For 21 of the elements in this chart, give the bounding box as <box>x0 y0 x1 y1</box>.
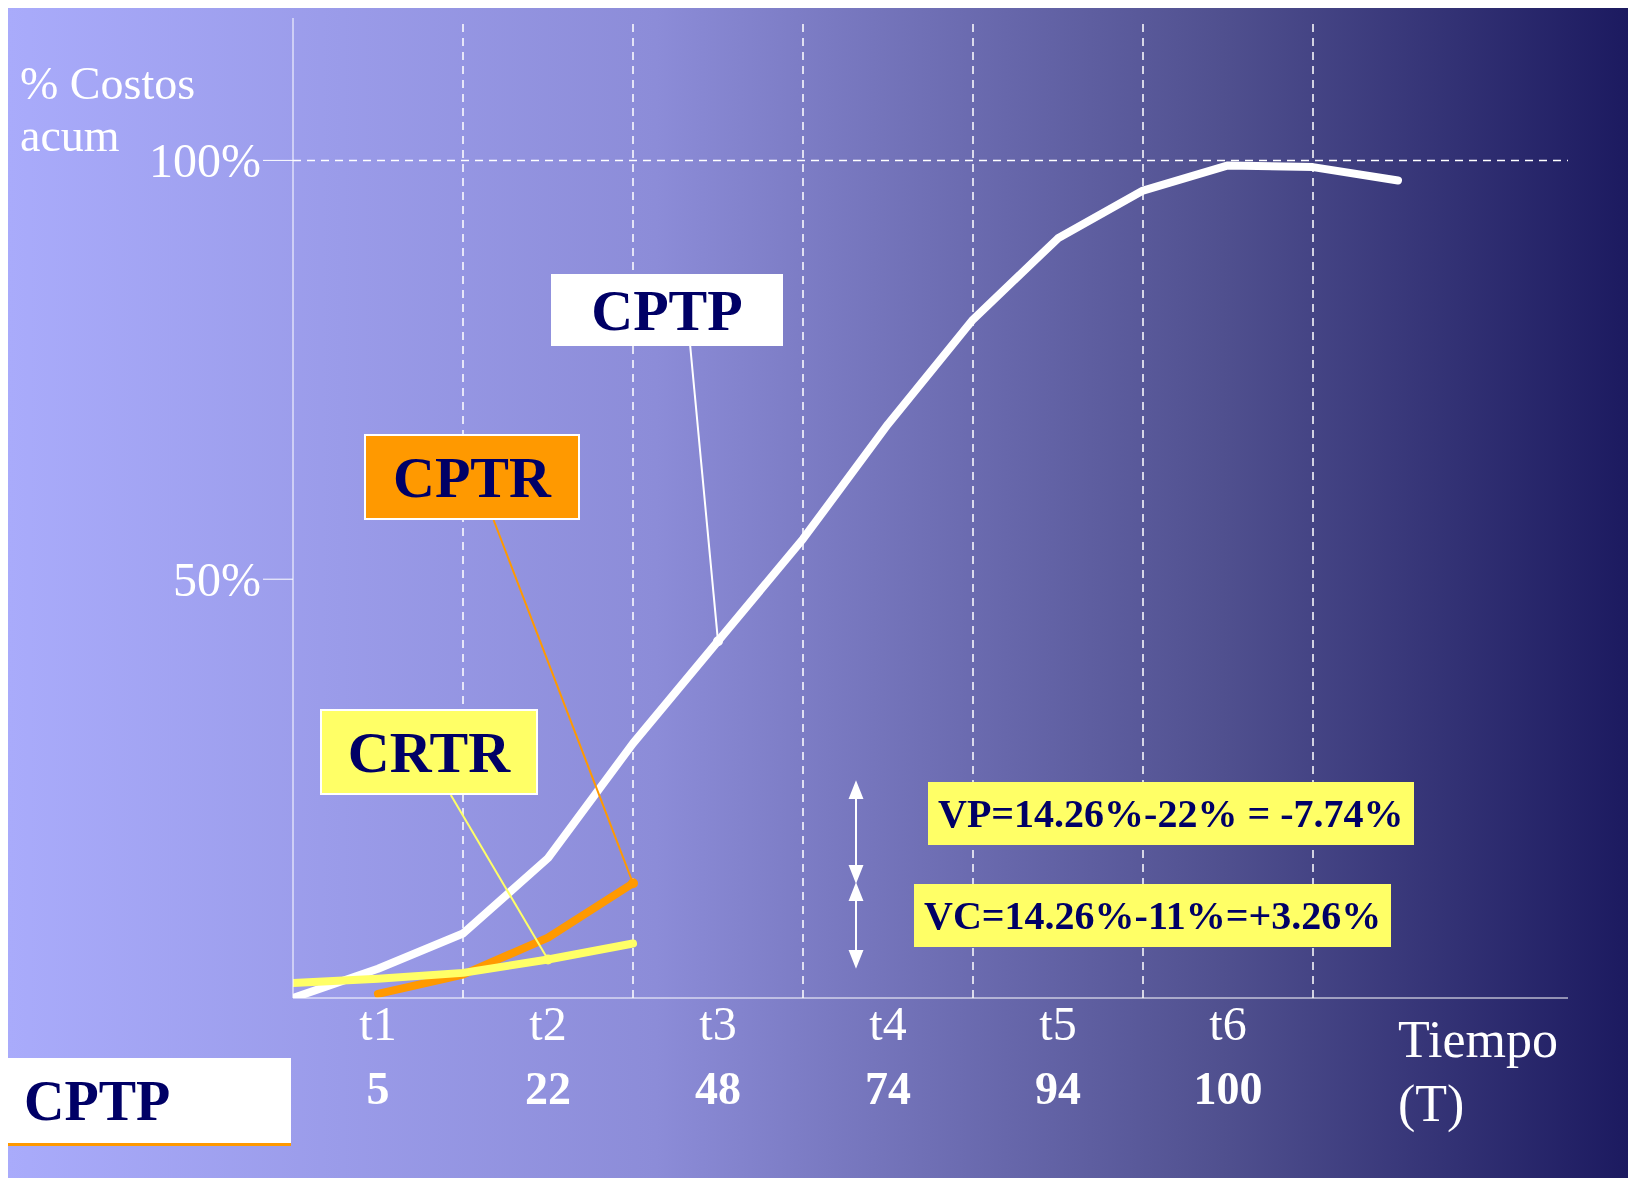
x-tick-label: t6 <box>1209 997 1247 1051</box>
text: CRTR <box>320 709 538 795</box>
x-tick-label: t2 <box>529 997 567 1051</box>
annotation: VC=14.26%-11%=+3.26% <box>914 884 1392 947</box>
text: 74 <box>864 1062 912 1115</box>
text: CPTR <box>364 434 580 520</box>
text: 48 <box>694 1062 742 1115</box>
point <box>713 636 723 647</box>
text: 94 <box>1034 1062 1082 1115</box>
text: 5 <box>365 1062 391 1115</box>
text: CPTP <box>8 1058 291 1146</box>
x-tick-label: t3 <box>699 997 737 1051</box>
x-tick-label: t5 <box>1039 997 1077 1051</box>
y-tick-label: 50% <box>173 553 261 607</box>
x-tick-label: t4 <box>869 997 907 1051</box>
x-tick-label: t1 <box>359 997 397 1051</box>
annotation: VP=14.26%-22% = -7.74% <box>928 782 1414 845</box>
x-axis-title: Tiempo (T) <box>1398 1010 1559 1134</box>
text: 22 <box>524 1062 572 1115</box>
text: CPTP <box>551 274 783 346</box>
text: 100 <box>1192 1062 1264 1115</box>
